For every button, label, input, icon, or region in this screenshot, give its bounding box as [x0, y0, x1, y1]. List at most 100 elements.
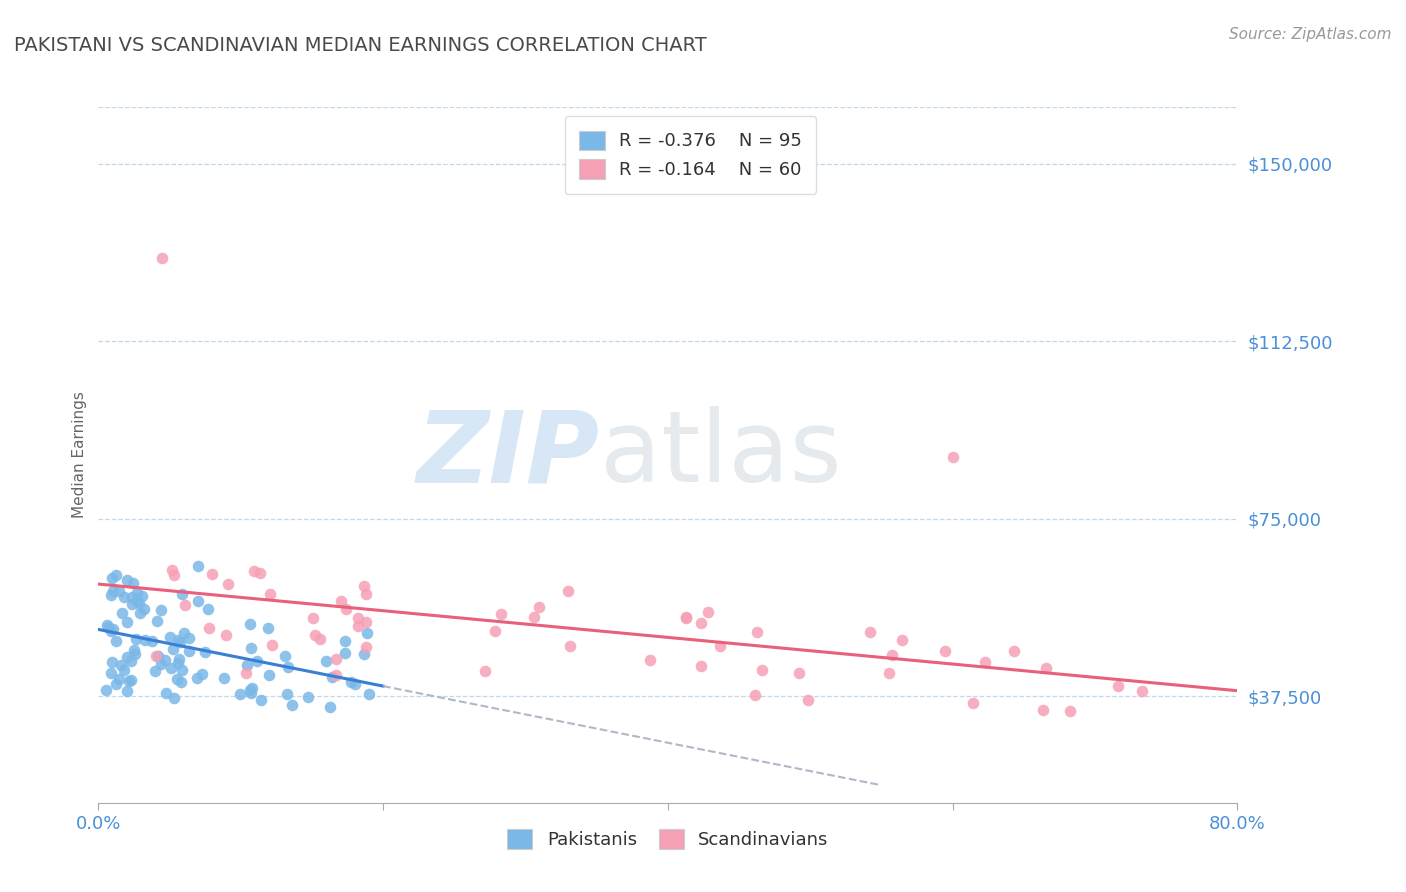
Point — [198, 621, 221, 635]
Point — [197, 602, 219, 616]
Point — [309, 632, 332, 646]
Point — [167, 632, 190, 647]
Point — [179, 631, 201, 645]
Point — [128, 596, 150, 610]
Point — [890, 633, 912, 648]
Point — [246, 654, 269, 668]
Point — [134, 632, 156, 647]
Text: PAKISTANI VS SCANDINAVIAN MEDIAN EARNINGS CORRELATION CHART: PAKISTANI VS SCANDINAVIAN MEDIAN EARNING… — [14, 36, 707, 54]
Point — [689, 659, 711, 673]
Point — [96, 618, 118, 632]
Point — [100, 666, 122, 681]
Point — [259, 668, 281, 682]
Point — [104, 677, 127, 691]
Point — [277, 660, 299, 674]
Point — [1059, 704, 1081, 718]
Point — [354, 615, 377, 630]
Point — [155, 686, 177, 700]
Point — [101, 622, 124, 636]
Point — [101, 655, 124, 669]
Point — [751, 663, 773, 677]
Point — [229, 687, 252, 701]
Point — [101, 571, 124, 585]
Point — [962, 696, 984, 710]
Point — [186, 672, 208, 686]
Point — [120, 673, 142, 688]
Text: ZIP: ZIP — [416, 407, 599, 503]
Point — [166, 656, 188, 670]
Point — [179, 644, 201, 658]
Point — [134, 601, 156, 615]
Point — [163, 568, 186, 582]
Point — [356, 625, 378, 640]
Point — [346, 611, 368, 625]
Legend: Pakistanis, Scandinavians: Pakistanis, Scandinavians — [499, 822, 837, 856]
Point — [474, 664, 496, 678]
Point — [879, 666, 901, 681]
Point — [638, 653, 661, 667]
Point — [1035, 661, 1057, 675]
Point — [357, 687, 380, 701]
Point — [1002, 644, 1025, 658]
Point — [339, 675, 361, 690]
Point — [239, 682, 262, 697]
Point — [523, 610, 546, 624]
Point — [149, 657, 172, 672]
Point — [297, 690, 319, 704]
Point — [235, 666, 257, 681]
Point — [191, 667, 214, 681]
Point — [150, 603, 173, 617]
Point — [274, 649, 297, 664]
Point — [111, 606, 134, 620]
Point — [354, 587, 377, 601]
Point — [118, 674, 141, 689]
Point — [333, 646, 356, 660]
Point — [125, 632, 148, 647]
Point — [201, 566, 224, 581]
Point — [97, 620, 120, 634]
Point — [489, 607, 512, 622]
Point — [304, 628, 326, 642]
Point — [146, 649, 169, 664]
Point — [249, 566, 271, 580]
Point — [260, 638, 283, 652]
Point — [124, 647, 146, 661]
Point — [675, 610, 697, 624]
Point — [115, 683, 138, 698]
Point — [187, 559, 209, 574]
Point — [101, 584, 124, 599]
Point — [942, 450, 965, 465]
Point — [163, 691, 186, 706]
Point — [353, 647, 375, 661]
Point — [974, 655, 997, 669]
Point — [122, 643, 145, 657]
Point — [122, 575, 145, 590]
Point — [212, 671, 235, 685]
Point — [107, 583, 129, 598]
Point — [690, 616, 713, 631]
Point — [105, 634, 128, 648]
Point — [121, 597, 143, 611]
Point — [115, 615, 138, 630]
Point — [104, 568, 127, 582]
Point — [160, 563, 183, 577]
Point — [166, 672, 188, 686]
Point — [141, 633, 163, 648]
Point — [170, 663, 193, 677]
Point — [696, 605, 718, 619]
Point — [131, 589, 153, 603]
Point — [240, 686, 263, 700]
Point — [170, 675, 193, 690]
Point — [238, 617, 260, 632]
Point — [172, 587, 194, 601]
Point — [1032, 703, 1054, 717]
Point — [120, 654, 142, 668]
Point — [353, 579, 375, 593]
Point — [217, 576, 239, 591]
Point — [145, 648, 167, 663]
Point — [675, 611, 697, 625]
Point — [787, 665, 810, 680]
Point — [143, 664, 166, 678]
Point — [1130, 684, 1153, 698]
Point — [333, 634, 356, 648]
